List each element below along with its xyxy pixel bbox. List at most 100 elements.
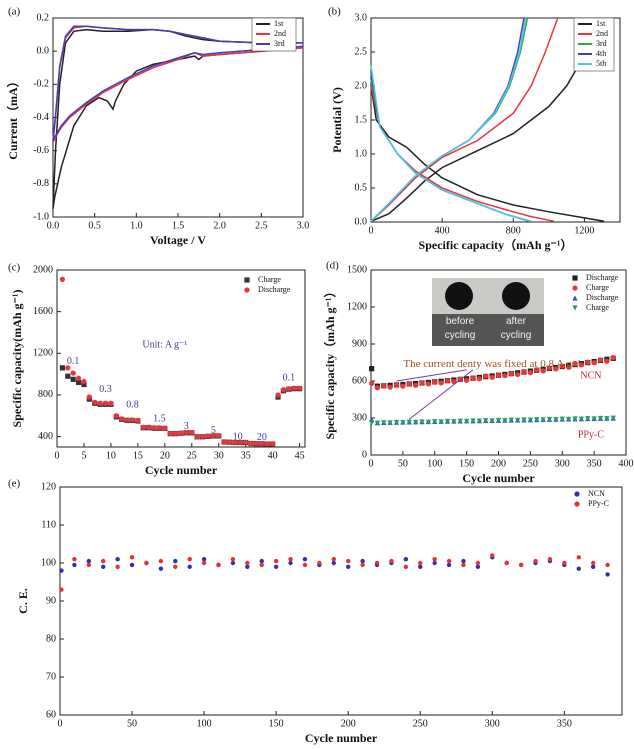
point xyxy=(140,424,146,430)
y-axis-label: Specific capacity（mAh g⁻¹） xyxy=(322,286,337,440)
x-tick-label: 250 xyxy=(523,458,538,469)
y-tick-label: 100 xyxy=(41,557,56,568)
legend-label: 2nd xyxy=(274,29,286,38)
electrode xyxy=(502,282,530,310)
point xyxy=(610,415,616,421)
point xyxy=(302,557,308,562)
point xyxy=(115,557,120,562)
point xyxy=(585,416,591,422)
y-tick-label: 300 xyxy=(352,412,367,423)
x-tick-label: 100 xyxy=(427,458,442,469)
point xyxy=(59,365,65,371)
legend-box xyxy=(236,274,298,297)
y-tick-label: 70 xyxy=(46,671,56,682)
annotation: NCN xyxy=(580,370,601,381)
x-tick-label: 1.5 xyxy=(172,220,185,231)
point xyxy=(562,560,567,566)
panel-label: (e) xyxy=(8,478,21,490)
point xyxy=(92,399,98,405)
point xyxy=(590,564,596,569)
inset-label: after cycling xyxy=(500,316,532,341)
x-tick-label: 200 xyxy=(341,718,356,729)
point xyxy=(331,560,336,566)
point xyxy=(508,417,514,423)
point xyxy=(97,400,103,406)
point xyxy=(547,557,553,562)
point xyxy=(381,420,387,426)
annotation: 0.8 xyxy=(126,400,139,411)
y-axis-label: Specific capacity(mAh g⁻¹) xyxy=(10,290,24,428)
point xyxy=(381,383,387,389)
point xyxy=(369,366,375,372)
point xyxy=(189,429,195,436)
point xyxy=(65,373,71,379)
point xyxy=(418,560,423,566)
x-axis-label: Cycle number xyxy=(305,731,378,745)
point xyxy=(489,418,495,424)
point xyxy=(566,364,572,370)
x-tick-label: 45 xyxy=(295,450,305,461)
point xyxy=(70,370,76,376)
panel-label: (c) xyxy=(8,262,21,274)
point xyxy=(475,560,481,566)
point xyxy=(400,383,406,389)
point xyxy=(302,562,308,568)
x-tick-label: 30 xyxy=(214,450,224,461)
point xyxy=(585,359,591,365)
point xyxy=(226,439,233,445)
point xyxy=(495,372,502,378)
x-tick-label: 350 xyxy=(557,718,572,729)
y-tick-label: 600 xyxy=(352,375,367,386)
x-tick-label: 2.5 xyxy=(255,220,268,231)
point xyxy=(572,416,578,422)
annotation: PPy-C xyxy=(578,430,604,441)
y-axis-label: Potential (V) xyxy=(330,87,344,153)
point xyxy=(167,430,173,437)
point xyxy=(438,380,444,386)
point xyxy=(102,400,109,406)
y-tick-label: 90 xyxy=(46,595,56,606)
point xyxy=(264,441,270,447)
point xyxy=(245,564,250,569)
legend-swatch xyxy=(574,501,580,507)
point xyxy=(521,417,527,423)
legend-label: NCN xyxy=(588,489,605,498)
y-tick-label: 1200 xyxy=(33,348,53,359)
point xyxy=(521,369,527,375)
point xyxy=(502,373,508,379)
x-tick-label: 1.0 xyxy=(130,220,143,231)
point xyxy=(75,375,82,381)
point xyxy=(464,377,470,383)
y-tick-label: 0.2 xyxy=(37,12,50,23)
y-tick-label: 400 xyxy=(38,431,53,442)
legend-swatch xyxy=(574,491,580,497)
point xyxy=(546,365,553,371)
point xyxy=(243,439,249,445)
point xyxy=(183,429,189,436)
point xyxy=(451,379,457,385)
point xyxy=(291,385,297,391)
legend-swatch xyxy=(244,287,250,293)
point xyxy=(101,564,106,569)
x-tick-label: 0.5 xyxy=(88,220,101,231)
point xyxy=(201,557,207,562)
point xyxy=(72,562,77,568)
legend-swatch xyxy=(572,275,578,281)
x-tick-label: 350 xyxy=(587,458,602,469)
x-tick-label: 200 xyxy=(491,458,506,469)
y-tick-label: 1500 xyxy=(347,264,367,275)
point xyxy=(146,424,152,430)
x-tick-label: 2.0 xyxy=(213,220,226,231)
point xyxy=(59,276,65,282)
x-tick-label: 5 xyxy=(81,450,86,461)
point xyxy=(216,562,221,568)
point xyxy=(75,379,82,386)
point xyxy=(451,419,457,425)
point xyxy=(438,419,444,425)
x-tick-label: 800 xyxy=(506,225,521,236)
y-tick-label: 0.0 xyxy=(37,45,50,56)
point xyxy=(605,562,610,568)
point xyxy=(374,420,380,426)
annotation: 0.1 xyxy=(283,373,296,384)
point xyxy=(101,558,106,564)
